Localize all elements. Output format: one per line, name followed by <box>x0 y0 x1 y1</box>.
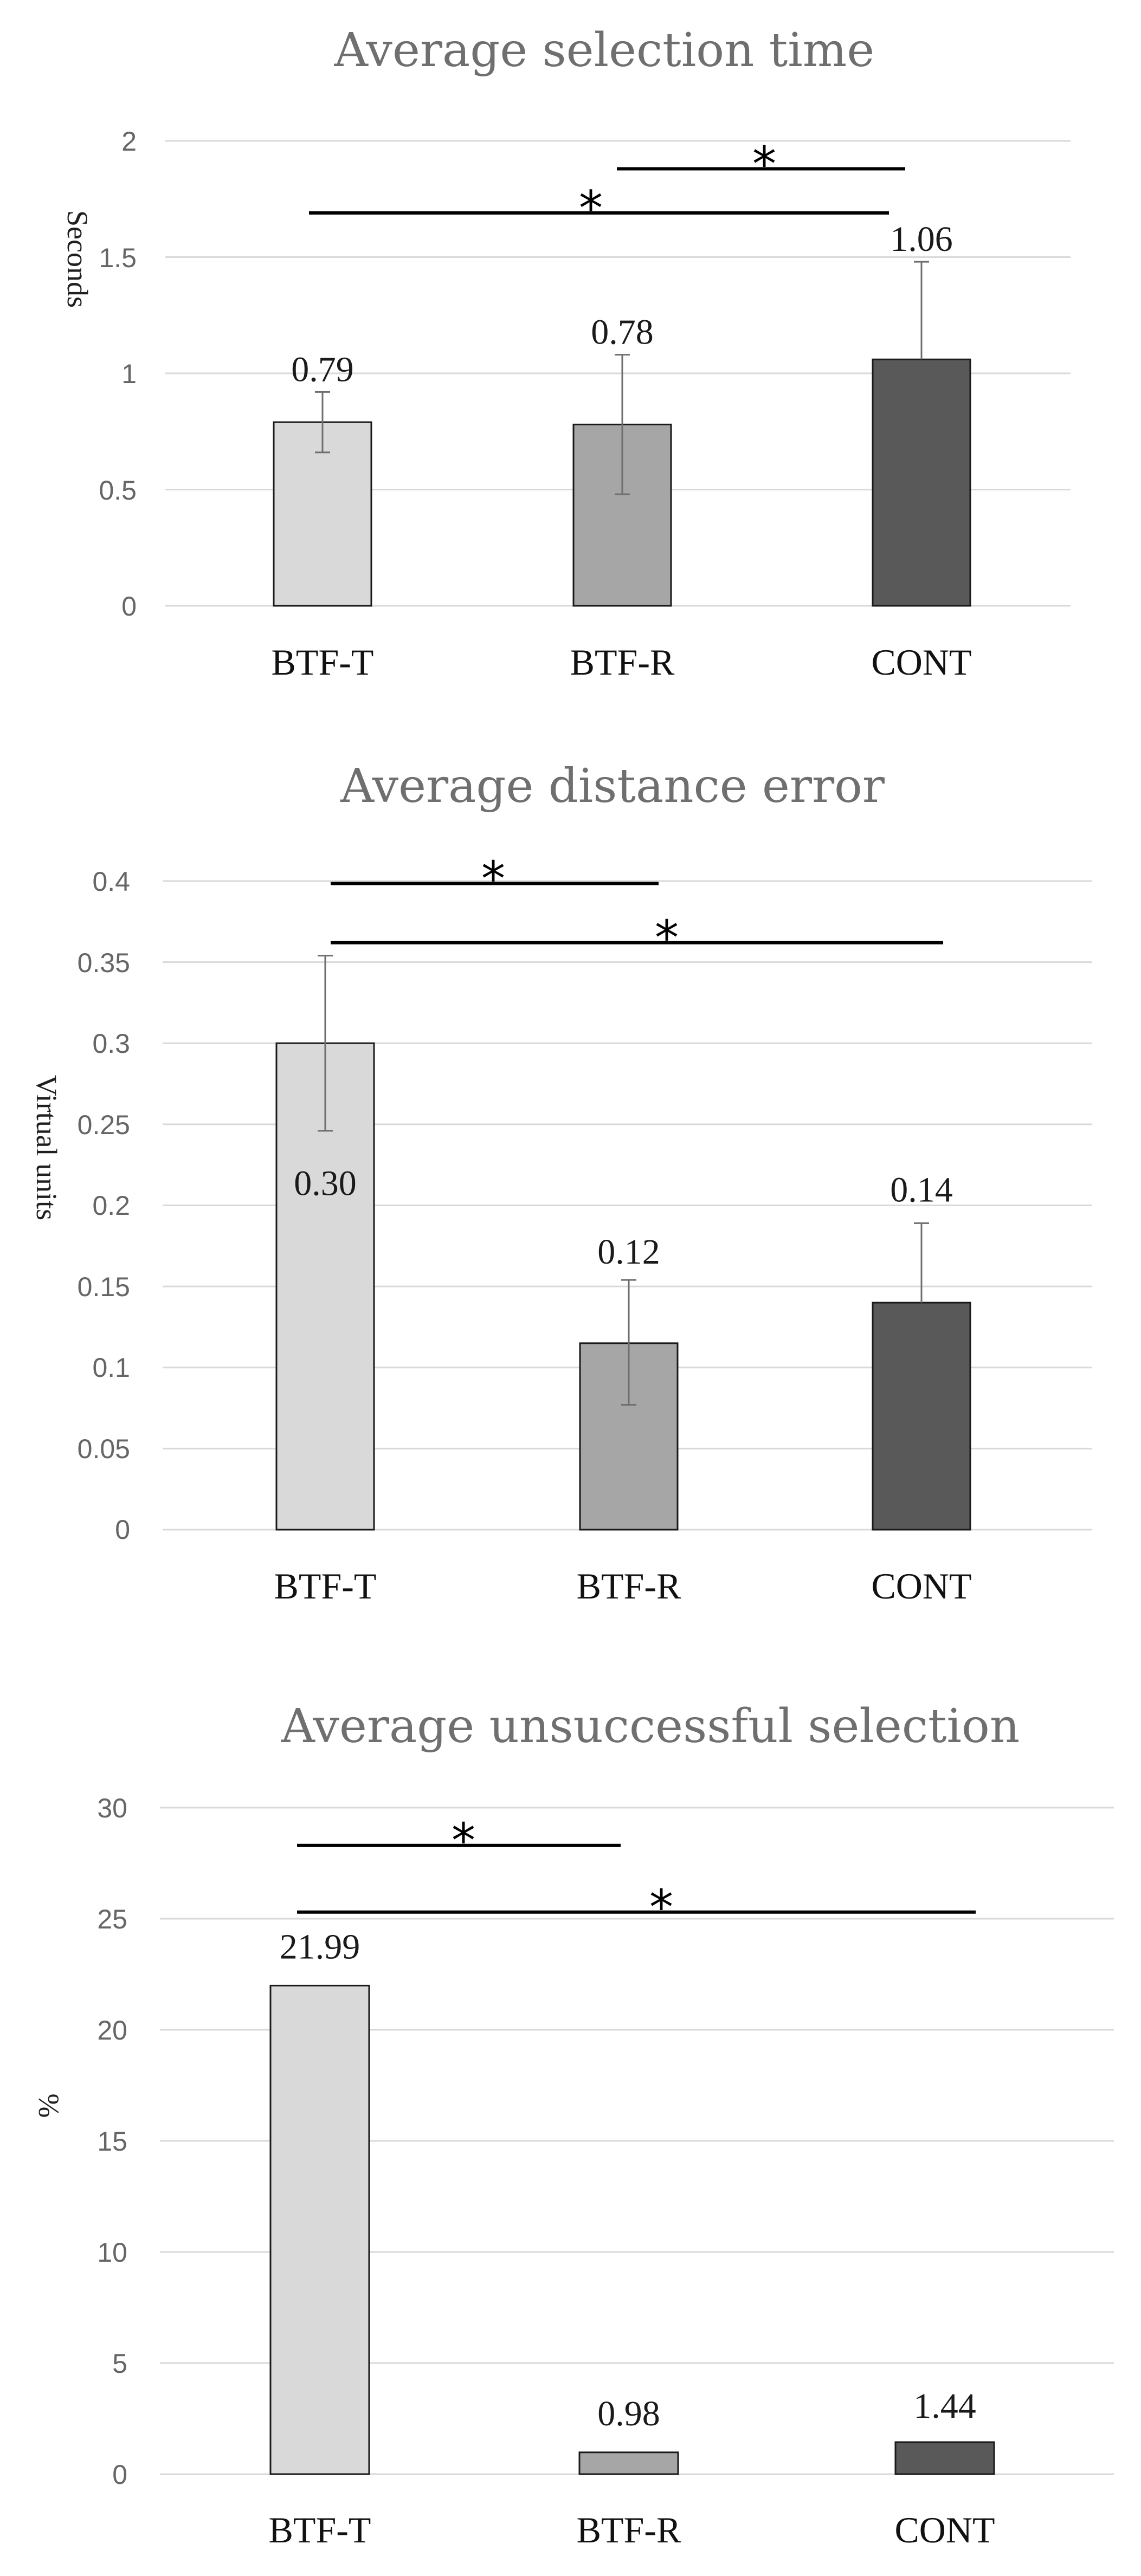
chart-distance-error: Average distance error Virtual units 0 0… <box>30 759 1092 1607</box>
y-tick-label: 25 <box>97 1904 127 1934</box>
y-tick-label: 10 <box>97 2237 127 2268</box>
y-axis-label: % <box>33 2094 65 2118</box>
data-label: 0.78 <box>591 313 654 352</box>
x-categories: BTF-T BTF-R CONT <box>269 2509 995 2551</box>
data-label: 1.44 <box>913 2386 976 2426</box>
significance-star: * <box>655 910 679 966</box>
bar-cont <box>894 2441 995 2475</box>
chart-title: Average selection time <box>334 23 874 77</box>
data-label: 0.79 <box>291 349 354 389</box>
y-tick-label: 0.35 <box>78 948 130 978</box>
y-tick-label: 0.15 <box>78 1272 130 1302</box>
y-tick-label: 15 <box>97 2126 127 2157</box>
y-axis-label: Virtual units <box>30 1075 63 1220</box>
data-label: 21.99 <box>280 1927 360 1966</box>
y-tick-label: 0.2 <box>92 1190 130 1221</box>
y-tick-label: 0.5 <box>99 475 137 506</box>
plot-area: 0.79 0.78 1.06 * * <box>165 136 1071 607</box>
bar-btf-r <box>578 2451 679 2475</box>
x-categories: BTF-T BTF-R CONT <box>274 1565 972 1607</box>
y-tick-label: 0.05 <box>78 1434 130 1464</box>
y-tick-label: 0.25 <box>78 1110 130 1140</box>
y-tick-label: 0.1 <box>92 1352 130 1383</box>
data-label: 0.12 <box>597 1232 660 1272</box>
data-label: 1.06 <box>890 219 953 259</box>
chart-unsuccessful-selection: Average unsuccessful selection % 0 5 10 … <box>33 1699 1114 2551</box>
category-label: CONT <box>894 2509 995 2551</box>
significance-star: * <box>649 1880 673 1936</box>
y-tick-label: 0 <box>112 2460 127 2490</box>
bar-btf-r <box>572 423 672 607</box>
x-categories: BTF-T BTF-R CONT <box>272 642 972 683</box>
category-label: BTF-T <box>269 2509 371 2551</box>
plot-area: 21.99 0.98 1.44 * * <box>160 1807 1114 2475</box>
y-tick-label: 1 <box>121 359 137 389</box>
y-ticks: 0 0.05 0.1 0.15 0.2 0.25 0.3 0.35 0.4 <box>78 866 130 1545</box>
category-label: BTF-R <box>570 642 675 683</box>
y-tick-label: 0 <box>115 1514 130 1545</box>
data-label: 0.30 <box>294 1163 357 1203</box>
y-tick-label: 1.5 <box>99 243 137 273</box>
chart-selection-time: Average selection time Seconds 0 0.5 1 1… <box>61 23 1071 683</box>
y-tick-label: 0.3 <box>92 1028 130 1059</box>
bar-btf-t <box>269 1984 370 2475</box>
y-tick-label: 0 <box>121 591 137 622</box>
category-label: BTF-R <box>577 1565 681 1607</box>
significance-star: * <box>452 1813 475 1869</box>
category-label: BTF-T <box>274 1565 377 1607</box>
data-label: 0.98 <box>597 2394 660 2433</box>
y-ticks: 0 0.5 1 1.5 2 <box>99 126 137 622</box>
y-tick-label: 0.4 <box>92 866 130 897</box>
category-label: BTF-T <box>272 642 374 683</box>
plot-area: 0.30 0.12 0.14 * * <box>163 851 1092 1531</box>
y-axis-label: Seconds <box>61 210 94 308</box>
y-tick-label: 30 <box>97 1793 127 1823</box>
y-ticks: 0 5 10 15 20 25 30 <box>97 1793 127 2490</box>
significance-star: * <box>481 851 505 907</box>
bar-cont <box>872 358 971 607</box>
category-label: BTF-R <box>577 2509 681 2551</box>
significance-star: * <box>752 136 776 192</box>
category-label: CONT <box>871 642 971 683</box>
significance-star: * <box>579 180 603 236</box>
y-tick-label: 2 <box>121 126 137 157</box>
chart-title: Average distance error <box>340 759 885 813</box>
chart-title: Average unsuccessful selection <box>281 1699 1020 1753</box>
bar-cont <box>872 1302 971 1531</box>
y-tick-label: 5 <box>112 2348 127 2379</box>
data-label: 0.14 <box>890 1170 953 1209</box>
y-tick-label: 20 <box>97 2015 127 2046</box>
category-label: CONT <box>871 1565 971 1607</box>
